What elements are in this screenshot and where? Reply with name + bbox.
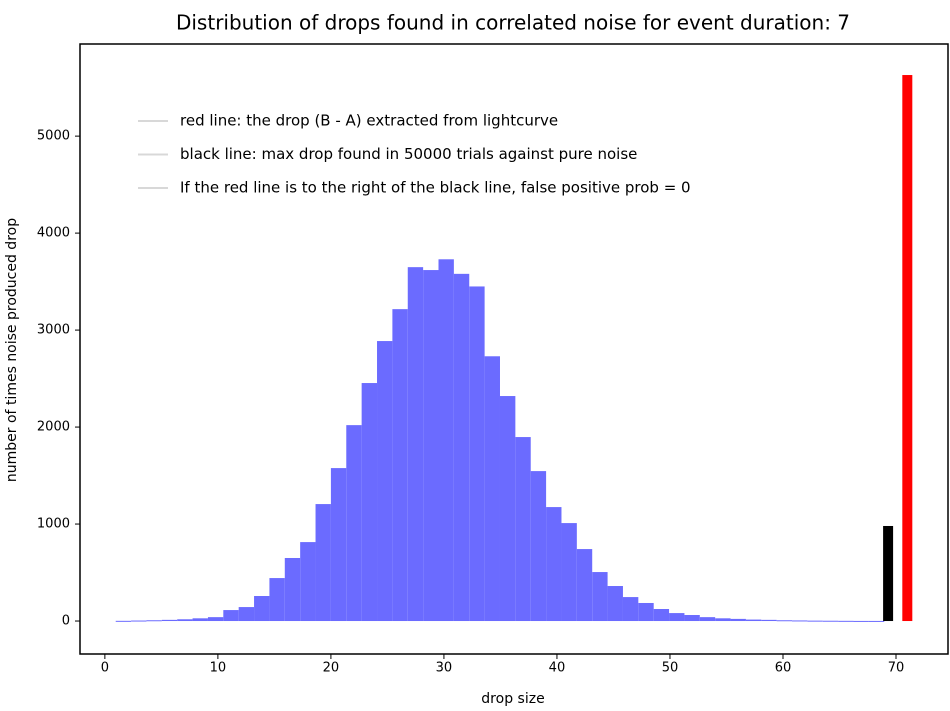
- y-tick-label: 0: [62, 614, 70, 629]
- bar: [131, 620, 147, 622]
- bar: [792, 620, 808, 622]
- y-tick-label: 4000: [37, 226, 70, 241]
- bar: [853, 620, 869, 622]
- bar: [146, 620, 162, 622]
- x-tick-label: 10: [210, 661, 227, 676]
- bar: [238, 607, 255, 622]
- bar: [715, 618, 731, 622]
- bar: [607, 586, 623, 622]
- legend-label: red line: the drop (B - A) extracted fro…: [180, 112, 558, 130]
- bar: [484, 356, 500, 622]
- bar: [423, 270, 439, 622]
- bar: [469, 286, 485, 622]
- bar: [684, 615, 700, 622]
- bar: [269, 578, 285, 622]
- bar: [822, 620, 839, 622]
- bar: [807, 620, 823, 622]
- x-tick-label: 20: [323, 661, 340, 676]
- x-tick-label: 40: [549, 661, 566, 676]
- bar: [699, 617, 716, 622]
- bar: [407, 267, 424, 622]
- x-tick-label: 60: [775, 661, 792, 676]
- bar: [838, 620, 854, 622]
- bar: [330, 468, 347, 622]
- y-tick-label: 5000: [37, 129, 70, 144]
- bar: [315, 504, 331, 622]
- legend-label: If the red line is to the right of the b…: [180, 179, 691, 197]
- bar: [868, 620, 885, 622]
- y-axis-label: number of times noise produced drop: [4, 218, 20, 482]
- x-tick-label: 50: [662, 661, 679, 676]
- bar: [499, 396, 516, 622]
- bar: [638, 602, 654, 622]
- y-tick-label: 2000: [37, 420, 70, 435]
- bar: [192, 618, 208, 622]
- bar: [223, 610, 239, 622]
- plot-area: [115, 75, 913, 622]
- bar: [530, 471, 547, 622]
- bar: [730, 618, 746, 622]
- bar: [284, 557, 301, 622]
- bar: [377, 341, 393, 622]
- x-tick-label: 70: [888, 661, 905, 676]
- bar: [592, 572, 608, 622]
- bar: [669, 613, 685, 622]
- bar: [776, 620, 793, 622]
- bar: [207, 617, 224, 622]
- plot-frame: [79, 43, 949, 655]
- y-tick-label: 1000: [37, 517, 70, 532]
- bar: [254, 596, 270, 622]
- chart-title: Distribution of drops found in correlate…: [176, 11, 850, 35]
- bar: [438, 259, 454, 622]
- bar: [546, 507, 562, 622]
- x-tick-label: 30: [436, 661, 453, 676]
- bar: [561, 523, 577, 622]
- bar: [761, 619, 777, 622]
- bar: [622, 597, 639, 622]
- bar: [361, 383, 378, 622]
- marker-line: [883, 525, 894, 622]
- x-tick-label: 0: [101, 661, 109, 676]
- y-tick-label: 3000: [37, 323, 70, 338]
- bar: [392, 309, 408, 622]
- bar: [300, 542, 316, 622]
- bar: [653, 609, 670, 622]
- bar: [453, 273, 470, 622]
- bar: [745, 619, 762, 622]
- bar: [177, 619, 193, 622]
- marker-line: [902, 75, 913, 622]
- legend-label: black line: max drop found in 50000 tria…: [180, 145, 637, 163]
- bar: [346, 425, 362, 622]
- x-axis-label: drop size: [481, 691, 544, 707]
- bar: [576, 549, 593, 622]
- bar: [115, 620, 132, 622]
- bar: [515, 437, 531, 622]
- bar: [161, 619, 178, 622]
